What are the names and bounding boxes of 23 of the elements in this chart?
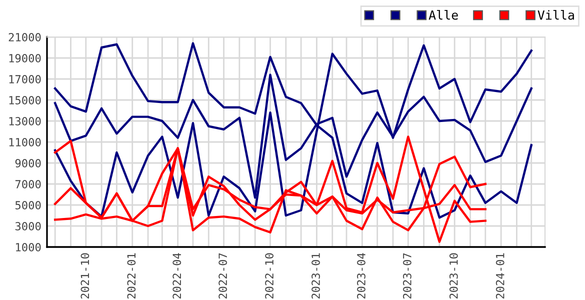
x-tick-label: 2023-10 bbox=[449, 253, 458, 299]
y-tick-label: 5000 bbox=[15, 201, 41, 210]
legend-label: Alle bbox=[428, 10, 458, 20]
legend-label: Villa bbox=[538, 10, 574, 20]
x-tick-label: 2023-01 bbox=[312, 253, 320, 299]
y-tick-label: 3000 bbox=[15, 222, 41, 230]
y-tick-label: 11000 bbox=[9, 138, 41, 146]
x-tick-label: 2022-10 bbox=[265, 253, 274, 299]
y-tick-label: 19000 bbox=[9, 54, 41, 62]
y-tick-label: 9000 bbox=[15, 159, 41, 168]
x-tick-label: 2022-01 bbox=[127, 253, 136, 299]
x-tick-label: 2023-07 bbox=[402, 253, 412, 299]
y-tick-label: 1000 bbox=[16, 243, 41, 252]
x-tick-label: 2023-04 bbox=[357, 253, 366, 299]
x-tick-label: 2022-04 bbox=[172, 253, 182, 299]
y-tick-label: 7000 bbox=[15, 180, 41, 188]
x-tick-label: 2021-10 bbox=[80, 253, 90, 299]
y-tick-label: 21000 bbox=[8, 33, 41, 42]
y-tick-label: 13000 bbox=[9, 117, 41, 126]
x-tick-label: 2022-07 bbox=[218, 253, 228, 299]
y-tick-label: 17000 bbox=[9, 75, 41, 84]
y-tick-label: 15000 bbox=[9, 96, 41, 104]
x-tick-label: 2024-01 bbox=[496, 253, 504, 299]
